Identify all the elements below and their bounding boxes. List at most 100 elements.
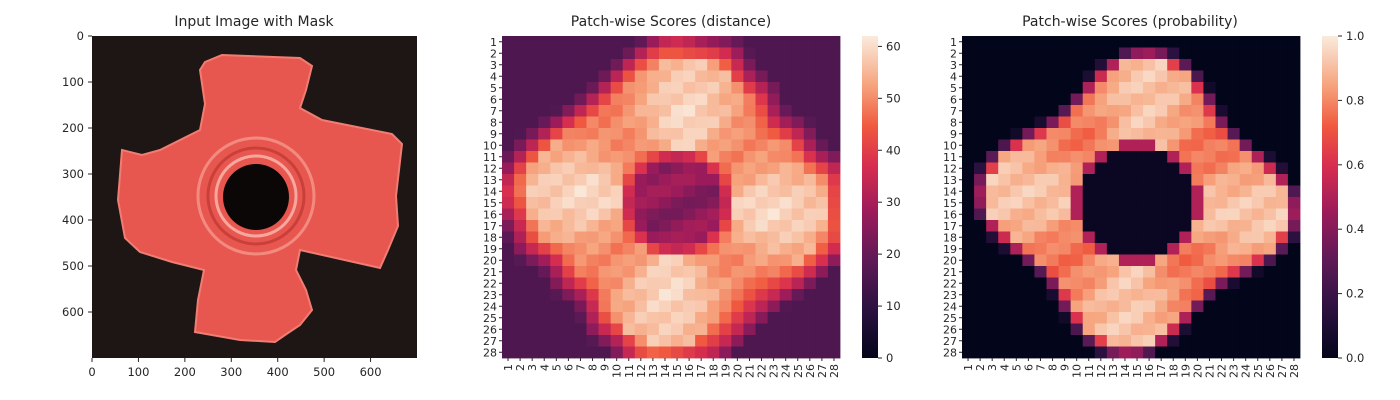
heatmap-cell — [671, 128, 684, 140]
y-tick-label: 11 — [943, 151, 957, 164]
heatmap-cell — [1155, 59, 1168, 71]
heatmap-cell — [815, 312, 829, 324]
heatmap-cell — [974, 243, 987, 255]
heatmap-cell — [1106, 105, 1120, 117]
heatmap-cell — [743, 36, 756, 48]
heatmap-cell — [974, 208, 987, 221]
heatmap-cell — [1046, 243, 1059, 255]
heatmap-cell — [1275, 174, 1289, 186]
heatmap-cell — [1275, 231, 1289, 244]
heatmap-cell — [1082, 128, 1096, 140]
heatmap-cell — [803, 116, 817, 129]
heatmap-cell — [646, 323, 660, 336]
heatmap-cell — [827, 323, 841, 336]
heatmap-cell — [1287, 116, 1301, 129]
heatmap-cell — [1215, 93, 1228, 106]
heatmap-cell — [998, 105, 1011, 117]
heatmap-cell — [1010, 116, 1023, 129]
heatmap-cell — [1022, 266, 1035, 278]
heatmap-cell — [622, 254, 636, 267]
heatmap-cell — [550, 116, 563, 129]
heatmap-cell — [1239, 185, 1253, 198]
heatmap-cell — [755, 185, 768, 198]
heatmap-cell — [695, 346, 708, 359]
heatmap-cell — [743, 70, 756, 83]
heatmap-cell — [827, 243, 841, 255]
heatmap-cell — [974, 289, 987, 301]
heatmap-cell — [1227, 197, 1241, 209]
heatmap-cell — [791, 335, 805, 347]
heatmap-cell — [767, 105, 781, 117]
heatmap-cell — [719, 266, 732, 278]
x-tick-label: 23 — [1228, 364, 1241, 378]
heatmap-cell — [622, 300, 636, 313]
heatmap-cell — [1203, 312, 1216, 324]
heatmap-cell — [1022, 47, 1035, 60]
heatmap-cell — [1034, 323, 1047, 336]
heatmap-cell — [1167, 220, 1180, 232]
heatmap-cell — [974, 185, 987, 198]
heatmap-cell — [1058, 231, 1072, 244]
heatmap-cell — [707, 151, 720, 163]
heatmap-cell — [1106, 266, 1120, 278]
x-tick-label: 200 — [174, 365, 196, 379]
heatmap-cell — [1167, 197, 1180, 209]
heatmap-cell — [1239, 208, 1253, 221]
heatmap-cell — [986, 243, 999, 255]
heatmap-cell — [1167, 47, 1180, 60]
heatmap-cell — [1118, 174, 1132, 186]
heatmap-cell — [646, 174, 660, 186]
heatmap-cell — [683, 335, 696, 347]
heatmap-cell — [586, 82, 599, 94]
heatmap-cell — [1046, 289, 1059, 301]
heatmap-cell — [707, 243, 720, 255]
heatmap-cell — [755, 93, 768, 106]
heatmap-cell — [743, 139, 756, 152]
heatmap-cell — [803, 323, 817, 336]
heatmap-cell — [755, 231, 768, 244]
y-tick-label: 4 — [490, 70, 497, 83]
heatmap-cell — [574, 93, 587, 106]
heatmap-cell — [1275, 139, 1289, 152]
heatmap-cell — [671, 266, 684, 278]
heatmap-cell — [827, 266, 841, 278]
heatmap-cell — [1034, 266, 1047, 278]
heatmap-cell — [550, 151, 563, 163]
heatmap-cell — [1155, 197, 1168, 209]
heatmap-cell — [1239, 197, 1253, 209]
heatmap-cell — [1263, 105, 1277, 117]
heatmap-cell — [1215, 70, 1228, 83]
heatmap-cell — [986, 105, 999, 117]
heatmap-cell — [695, 116, 708, 129]
heatmap-cell — [998, 185, 1011, 198]
heatmap-cell — [1094, 323, 1108, 336]
heatmap-cell — [827, 82, 841, 94]
heatmap-cell — [779, 231, 793, 244]
heatmap-cell — [1191, 197, 1204, 209]
heatmap-cell — [1191, 266, 1204, 278]
heatmap-cell — [1191, 312, 1204, 324]
heatmap-cell — [1143, 82, 1156, 94]
heatmap-cell — [1179, 139, 1192, 152]
heatmap-cell — [586, 277, 599, 290]
heatmap-cell — [767, 151, 781, 163]
heatmap-cell — [1155, 93, 1168, 106]
heatmap-cell — [671, 139, 684, 152]
x-tick-label: 21 — [743, 364, 756, 378]
heatmap-cell — [827, 93, 841, 106]
heatmap-cell — [683, 197, 696, 209]
heatmap-cell — [646, 220, 660, 232]
heatmap-cell — [526, 208, 539, 221]
heatmap-cell — [962, 59, 975, 71]
heatmap-cell — [743, 105, 756, 117]
heatmap-cell — [514, 162, 527, 175]
heatmap-cell — [598, 174, 612, 186]
heatmap-cell — [646, 93, 660, 106]
heatmap-cell — [1155, 82, 1168, 94]
heatmap-cell — [1227, 323, 1241, 336]
heatmap-cell — [1118, 59, 1132, 71]
heatmap-cell — [683, 105, 696, 117]
heatmap-cell — [1227, 59, 1241, 71]
heatmap-cell — [1203, 323, 1216, 336]
heatmap-cell — [634, 47, 648, 60]
